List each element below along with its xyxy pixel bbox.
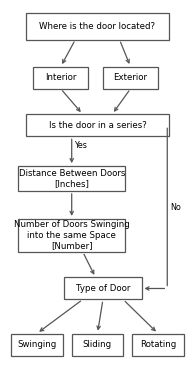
- Text: Type of Door: Type of Door: [76, 284, 130, 293]
- FancyBboxPatch shape: [64, 277, 142, 300]
- Text: Yes: Yes: [74, 141, 87, 150]
- FancyBboxPatch shape: [72, 333, 123, 355]
- Text: Exterior: Exterior: [113, 73, 147, 82]
- Text: Interior: Interior: [45, 73, 76, 82]
- FancyBboxPatch shape: [18, 219, 125, 252]
- Text: Number of Doors Swinging
into the same Space
[Number]: Number of Doors Swinging into the same S…: [14, 220, 130, 250]
- Text: Is the door in a series?: Is the door in a series?: [49, 121, 146, 130]
- Text: No: No: [170, 203, 181, 212]
- FancyBboxPatch shape: [26, 114, 169, 136]
- Text: Where is the door located?: Where is the door located?: [40, 22, 155, 31]
- FancyBboxPatch shape: [18, 166, 125, 191]
- FancyBboxPatch shape: [132, 333, 184, 355]
- Text: Rotating: Rotating: [140, 340, 176, 349]
- FancyBboxPatch shape: [11, 333, 63, 355]
- Text: Swinging: Swinging: [17, 340, 56, 349]
- FancyBboxPatch shape: [103, 67, 158, 89]
- FancyBboxPatch shape: [26, 13, 169, 39]
- FancyBboxPatch shape: [33, 67, 88, 89]
- Text: Sliding: Sliding: [83, 340, 112, 349]
- Text: Distance Between Doors
[Inches]: Distance Between Doors [Inches]: [18, 169, 125, 188]
